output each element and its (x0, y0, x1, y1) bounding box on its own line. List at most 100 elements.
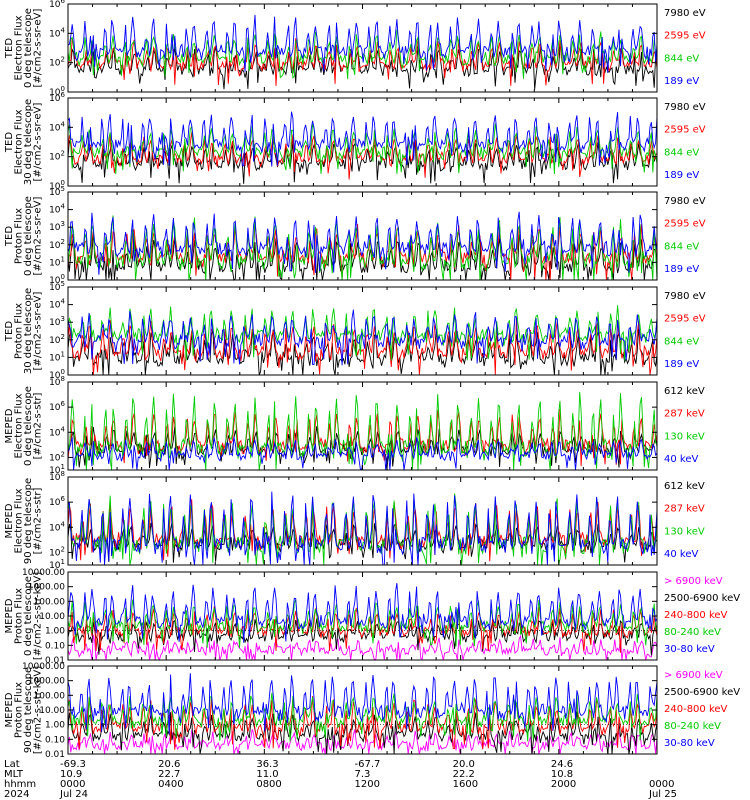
y-axis-label-line: [#/cm2-s-sr-eV] (33, 102, 44, 181)
legend-entry: 189 eV (664, 170, 699, 181)
y-axis-label-line: [#/cm2-s-str-keV] (33, 666, 44, 754)
y-axis-label-line: Proton Flux (14, 588, 25, 644)
y-axis-label-line: Proton Flux (14, 208, 25, 264)
legend-entry: 2595 eV (664, 314, 706, 325)
legend-entry: 80-240 keV (664, 721, 721, 732)
footer-mlt-value: 11.0 (256, 769, 278, 780)
y-axis-label-line: MEPED (4, 598, 15, 633)
y-tick-label: 100 (49, 273, 65, 286)
legend-entry: 7980 eV (664, 291, 706, 302)
y-tick-label: 0.10 (45, 641, 65, 651)
footer-lat-value: -69.3 (60, 759, 86, 770)
y-tick-label: 104 (49, 298, 65, 311)
y-axis-label-line: Electron Flux (14, 488, 25, 553)
y-tick-label: 1000.00 (28, 583, 65, 593)
footer-hhmm-value: 1200 (355, 779, 380, 790)
y-tick-label: 106 (49, 400, 65, 413)
panel-7: 0.010.101.0010.00100.001000.0010000.00ME… (4, 568, 740, 666)
series-line-1-1 (67, 45, 658, 90)
y-tick-label: 10000.00 (22, 568, 65, 578)
y-axis-label-line: [#/cm2-s-str] (33, 392, 44, 459)
y-axis-label-line: 30 deg telescope (23, 288, 34, 374)
footer-hhmm-value: 0000 (60, 779, 85, 790)
series-line-6-4 (67, 491, 658, 566)
legend-entry: 189 eV (664, 264, 699, 275)
y-tick-label: 106 (49, 91, 65, 104)
y-tick-label: 0.10 (45, 735, 65, 745)
series-line-3-1 (67, 232, 658, 281)
legend-entry: 130 keV (664, 526, 705, 537)
y-axis-label-line: 30 deg telescope (23, 99, 34, 185)
y-tick-label: 0.01 (45, 750, 65, 760)
footer-lat-value: 20.0 (453, 759, 475, 770)
series-line-3-3 (67, 215, 658, 281)
panel-frame (67, 3, 658, 93)
y-axis-label-line: [#/cm2-s-str] (33, 487, 44, 554)
series-line-1-4 (67, 14, 658, 74)
footer-date-value: Jul 24 (59, 789, 88, 800)
y-axis-label-line: TED (4, 38, 15, 59)
series-line-8-5 (67, 673, 658, 735)
legend-entry: 7980 eV (664, 8, 706, 19)
y-tick-label: 101 (49, 558, 65, 571)
legend-entry: 2500-6900 keV (664, 687, 740, 698)
footer-row-label: MLT (4, 769, 24, 780)
y-tick-label: 104 (49, 26, 65, 39)
y-axis-label-line: TED (4, 226, 15, 247)
y-tick-label: 100.00 (34, 691, 66, 701)
footer-date-value: Jul 25 (648, 789, 677, 800)
y-tick-label: 103 (49, 220, 65, 233)
y-axis-label-line: Electron Flux (14, 109, 25, 174)
y-tick-label: 104 (49, 120, 65, 133)
legend-entry: 844 eV (664, 53, 699, 64)
y-tick-label: 1000.00 (28, 677, 65, 687)
legend-entry: 40 keV (664, 454, 698, 465)
series-line-6-2 (67, 499, 658, 562)
y-axis-label-line: 0 deg telescope (23, 8, 34, 88)
footer-row-label: Lat (4, 759, 20, 770)
series-line-7-4 (67, 599, 658, 649)
series-line-4-4 (67, 309, 658, 366)
legend-entry: 287 keV (664, 409, 705, 420)
y-tick-label: 105 (49, 185, 65, 198)
y-axis-label-line: 0 deg telescope (23, 576, 34, 656)
y-axis-label-line: [#/cm2-s-sr-eV] (33, 291, 44, 370)
y-axis-label-line: 90 deg telescope (23, 667, 34, 753)
y-axis-label-line: Proton Flux (14, 303, 25, 359)
footer-hhmm-value: 0800 (256, 779, 281, 790)
legend-entry: 80-240 keV (664, 627, 721, 638)
y-tick-label: 104 (49, 425, 65, 438)
y-axis-label-line: [#/cm2-s-str-keV] (33, 572, 44, 660)
footer-mlt-value: 22.2 (453, 769, 475, 780)
series-line-2-4 (67, 111, 658, 167)
series-line-4-1 (67, 326, 658, 376)
legend-entry: 30-80 keV (664, 738, 715, 749)
legend-entry: 30-80 keV (664, 644, 715, 655)
y-axis-label-line: TED (4, 321, 15, 342)
y-axis-label-line: Electron Flux (14, 15, 25, 80)
footer-hhmm-value: 1600 (453, 779, 478, 790)
y-axis-label-line: Proton Flux (14, 682, 25, 738)
footer-mlt-value: 7.3 (355, 769, 371, 780)
y-tick-label: 102 (49, 56, 65, 69)
y-tick-label: 103 (49, 315, 65, 328)
footer-lat-value: 36.3 (256, 759, 278, 770)
footer-hhmm-value: 0000 (649, 779, 674, 790)
panel-8: 0.010.101.0010.00100.001000.0010000.00ME… (4, 662, 740, 760)
legend-entry: 2595 eV (664, 31, 706, 42)
series-line-2-2 (67, 132, 658, 180)
y-tick-label: 100 (49, 85, 65, 98)
y-tick-label: 102 (49, 545, 65, 558)
y-tick-label: 1.00 (45, 721, 65, 731)
legend-entry: 130 keV (664, 431, 705, 442)
